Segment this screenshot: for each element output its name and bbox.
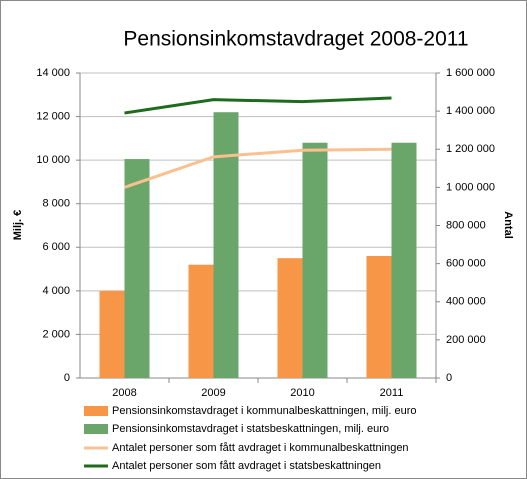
y-tick-label: 2 000 [42,328,70,340]
y-axis-title: Milj. € [12,210,24,241]
y2-tick-label: 1 600 000 [446,67,495,79]
y-tick-label: 0 [64,372,70,384]
x-tick-label: 2010 [290,387,314,399]
chart-title: Pensionsinkomstavdraget 2008-2011 [123,28,468,51]
line [124,96,392,115]
y2-tick-label: 800 000 [446,219,486,231]
bar [366,256,392,378]
bar [391,142,417,378]
bar [302,142,328,378]
y-tick-label: 12 000 [36,110,70,122]
legend-swatch [84,406,108,416]
y2-tick-label: 200 000 [446,334,486,346]
bar [99,290,125,378]
y-tick-label: 6 000 [42,241,70,253]
bar [188,264,214,378]
y2-tick-label: 1 400 000 [446,105,495,117]
y2-tick-label: 1 000 000 [446,181,495,193]
bar [124,159,150,378]
y-tick-label: 8 000 [42,198,70,210]
y2-tick-label: 600 000 [446,258,486,270]
bar [213,112,239,378]
y-tick-label: 14 000 [36,67,70,79]
y2-tick-label: 400 000 [446,296,486,308]
y2-axis-title: Antal [502,211,514,239]
bar [277,258,303,378]
legend-label: Antalet personer som fått avdraget i kom… [112,442,409,454]
y2-tick-label: 0 [446,372,452,384]
x-tick-label: 2011 [380,387,404,399]
legend-label: Pensionsinkomstavdraget i statsbeskattni… [112,423,389,435]
x-tick-label: 2008 [112,387,136,399]
x-tick-label: 2009 [201,387,225,399]
y-tick-label: 4 000 [42,285,70,297]
y-tick-label: 10 000 [36,154,70,166]
legend-label: Antalet personer som fått avdraget i sta… [112,460,381,472]
legend-label: Pensionsinkomstavdraget i kommunalbeskat… [112,405,417,417]
y2-tick-label: 1 200 000 [446,143,495,155]
line [124,147,392,189]
legend-swatch [84,424,108,434]
